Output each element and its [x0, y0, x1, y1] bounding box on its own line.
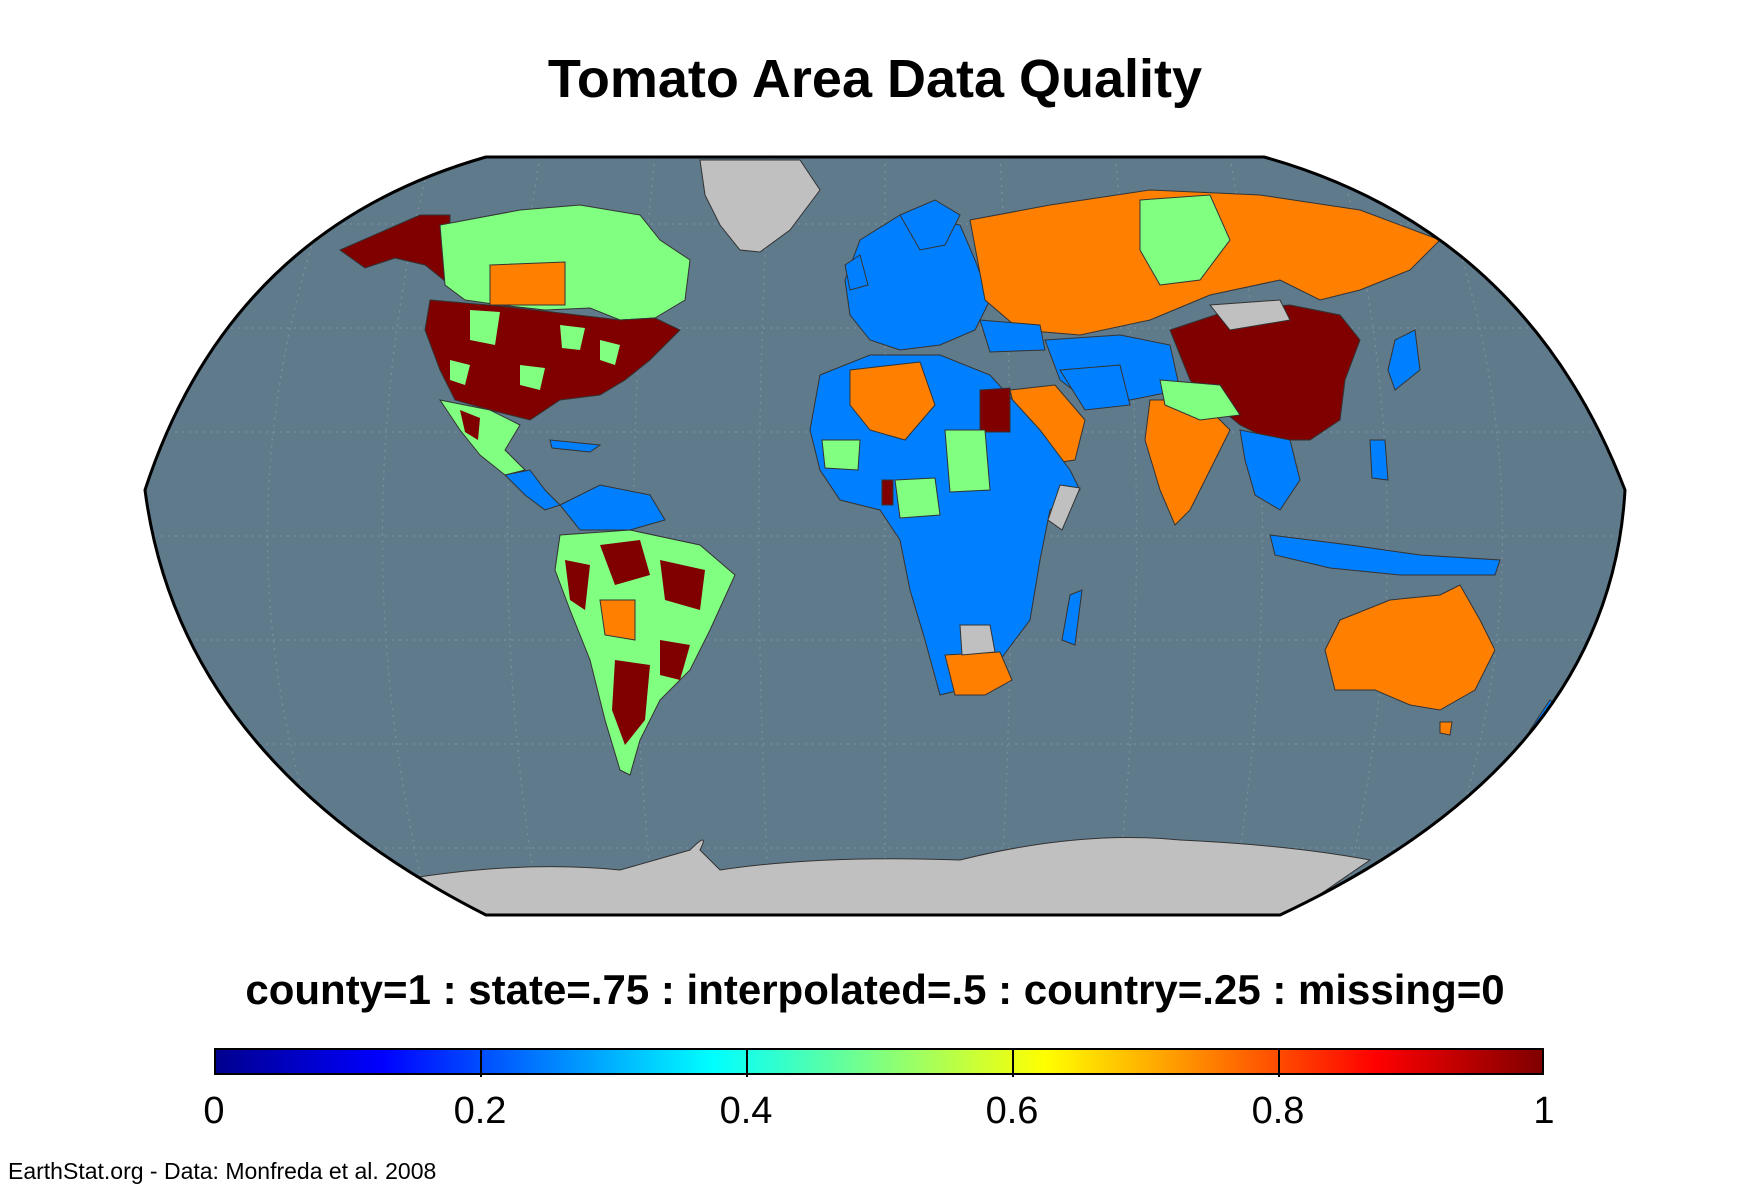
colorbar: [214, 1048, 1544, 1077]
legend-caption: county=1 : state=.75 : interpolated=.5 :…: [245, 966, 1505, 1013]
colorbar-tick: [746, 1050, 748, 1077]
algeria: [849, 361, 936, 441]
southeast-asia: [1239, 429, 1301, 511]
colorbar-tick: [480, 1050, 482, 1077]
colorbar-tick: [1012, 1050, 1014, 1077]
horn-of-africa: [1047, 484, 1081, 531]
colorbar-tick: [1278, 1050, 1280, 1077]
mexico-county: [460, 410, 480, 440]
ghana: [881, 479, 894, 506]
mongolia: [1209, 299, 1291, 331]
australia: [1324, 584, 1496, 711]
madagascar: [1061, 589, 1083, 646]
canada-state: [489, 261, 566, 306]
namibia: [959, 624, 996, 656]
philippines: [1369, 439, 1389, 481]
globe-border: [143, 155, 1627, 917]
japan: [1387, 329, 1421, 391]
cuba: [549, 439, 602, 453]
mexico: [438, 399, 526, 476]
russia-interpolated: [1139, 194, 1231, 286]
alaska: [338, 214, 451, 287]
egypt: [979, 387, 1011, 433]
bolivia-state: [599, 599, 636, 641]
south-asia-interpolated: [1159, 379, 1241, 421]
colorbar-tick-label: 0.2: [453, 1090, 507, 1132]
south-america-county: [565, 540, 705, 745]
nigeria: [894, 477, 941, 519]
uk: [844, 254, 869, 291]
south-america-north: [559, 484, 666, 531]
scandinavia: [899, 199, 961, 251]
map-title: Tomato Area Data Quality: [547, 49, 1203, 109]
indonesia: [1269, 534, 1501, 576]
iran: [1059, 364, 1131, 411]
tasmania: [1439, 721, 1453, 736]
west-africa-interpolated: [821, 439, 861, 471]
colorbar-tick-label: 1: [1533, 1090, 1555, 1132]
turkey-region: [979, 319, 1046, 353]
sudan: [944, 429, 991, 493]
colorbar-tick-label: 0.4: [719, 1090, 773, 1132]
colorbar-tick-label: 0: [203, 1090, 225, 1132]
greenland: [699, 159, 821, 253]
antarctica: [398, 837, 1372, 915]
colorbar-tick-label: 0.8: [1251, 1090, 1305, 1132]
credit-text: EarthStat.org - Data: Monfreda et al. 20…: [8, 1158, 437, 1184]
colorbar-tick-label: 0.6: [985, 1090, 1039, 1132]
usa-interpolated-patches: [450, 310, 620, 390]
